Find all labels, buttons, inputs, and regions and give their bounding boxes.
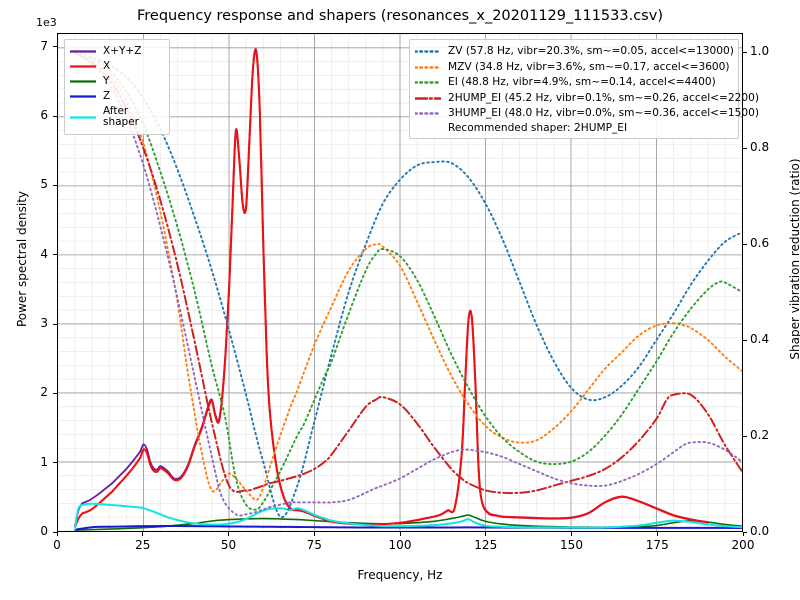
tick-mark — [53, 462, 57, 464]
y-tick-left: 2 — [40, 385, 48, 400]
y-tick-left: 4 — [40, 246, 48, 261]
y-tick-left: 6 — [40, 108, 48, 123]
series-ei — [74, 52, 742, 511]
x-tick: 75 — [306, 538, 322, 552]
legend-item-2hump-ei[interactable]: 2HUMP_EI (45.2 Hz, vibr=0.1%, sm~=0.26, … — [415, 91, 759, 107]
legend-item-label: ZV (57.8 Hz, vibr=20.3%, sm~=0.05, accel… — [448, 45, 734, 58]
series-3hump-ei — [74, 52, 742, 517]
legend-item-3hump-ei[interactable]: 3HUMP_EI (48.0 Hz, vibr=0.0%, sm~=0.36, … — [415, 106, 759, 122]
x-tick: 0 — [53, 538, 61, 552]
legend-line-sample-icon — [415, 77, 441, 88]
legend-item-z[interactable]: Z — [70, 89, 163, 104]
tick-mark — [743, 51, 747, 53]
legend-line-sample-icon — [70, 46, 96, 57]
tick-mark — [656, 532, 658, 536]
legend-item-label: After shaper — [103, 104, 140, 128]
y-tick-left: 0 — [40, 524, 48, 538]
y-tick-left: 3 — [40, 316, 48, 331]
tick-mark — [743, 435, 747, 437]
y-tick-left: 7 — [40, 38, 48, 53]
legend-line-sample-icon — [70, 112, 96, 123]
tick-mark — [53, 531, 57, 533]
legend-line-sample-icon — [70, 91, 96, 102]
x-tick: 175 — [645, 538, 669, 552]
legend-item-x-y-z[interactable]: X+Y+Z — [70, 44, 163, 59]
x-tick: 100 — [388, 538, 412, 552]
legend-line-sample-icon — [415, 108, 441, 119]
legend-line-sample-icon — [415, 62, 441, 73]
tick-mark — [743, 147, 747, 149]
y-tick-right: 0.0 — [750, 524, 770, 538]
y-tick-left: 1 — [40, 454, 48, 469]
tick-mark — [743, 243, 747, 245]
tick-mark — [53, 323, 57, 325]
tick-mark — [743, 531, 747, 533]
legend-line-sample-icon — [70, 76, 96, 87]
tick-mark — [53, 46, 57, 48]
legend-item-label: 2HUMP_EI (45.2 Hz, vibr=0.1%, sm~=0.26, … — [448, 91, 759, 104]
tick-mark — [53, 392, 57, 394]
legend-item-ei[interactable]: EI (48.8 Hz, vibr=4.9%, sm~=0.14, accel<… — [415, 75, 732, 91]
legend-item-x[interactable]: X — [70, 59, 163, 74]
series-2hump-ei — [74, 52, 742, 495]
legend-shapers-rows: ZV (57.8 Hz, vibr=20.3%, sm~=0.05, accel… — [415, 44, 759, 122]
y-tick-right: 0.4 — [750, 332, 770, 347]
tick-mark — [571, 532, 572, 536]
tick-mark — [53, 115, 57, 117]
page-title: Frequency response and shapers (resonanc… — [137, 8, 663, 24]
tick-mark — [56, 532, 58, 536]
x-tick: 200 — [731, 538, 755, 552]
legend-item-label: 3HUMP_EI (48.0 Hz, vibr=0.0%, sm~=0.36, … — [448, 107, 759, 120]
legend-item-label: EI (48.8 Hz, vibr=4.9%, sm~=0.14, accel<… — [448, 76, 716, 89]
y-tick-right: 0.2 — [750, 428, 770, 443]
x-tick: 150 — [560, 538, 583, 552]
legend-item-label: Z — [103, 90, 111, 102]
y-tick-left: 5 — [40, 177, 48, 192]
y-tick-right: 0.8 — [750, 140, 770, 155]
data-series-layer — [74, 48, 742, 531]
tick-mark — [742, 532, 744, 536]
tick-mark — [53, 254, 57, 256]
x-tick: 50 — [220, 538, 237, 552]
tick-mark — [743, 339, 747, 341]
legend-item-y[interactable]: Y — [70, 74, 163, 89]
tick-mark — [142, 532, 144, 536]
series-zv — [74, 52, 742, 519]
tick-mark — [399, 532, 401, 536]
legend-item-label: Y — [103, 75, 110, 87]
x-tick: 125 — [474, 538, 498, 552]
tick-mark — [228, 532, 229, 536]
recommended-shaper-note: Recommended shaper: 2HUMP_EI — [448, 121, 628, 134]
tick-mark — [53, 184, 57, 186]
x-axis-label: Frequency, Hz — [357, 568, 443, 582]
legend-line-sample-icon — [415, 93, 441, 104]
legend-item-after-shaper[interactable]: After shaper — [70, 104, 163, 130]
series-mzv — [74, 52, 742, 501]
legend-line-sample-icon — [415, 46, 441, 57]
legend-item-label: X — [103, 60, 111, 72]
y-tick-right: 0.6 — [750, 236, 770, 251]
x-tick: 25 — [135, 538, 151, 552]
legend-line-sample-icon — [70, 61, 96, 72]
legend-item-label: MZV (34.8 Hz, vibr=3.6%, sm~=0.17, accel… — [448, 60, 730, 73]
legend-item-zv[interactable]: ZV (57.8 Hz, vibr=20.3%, sm~=0.05, accel… — [415, 44, 734, 60]
series-after-shaper — [74, 502, 742, 531]
plot-area — [57, 33, 743, 532]
tick-mark — [485, 532, 487, 536]
tick-mark — [313, 532, 315, 536]
y-axis-exponent-label: 1e3 — [36, 16, 57, 29]
series-x — [74, 48, 709, 528]
legend-shapers[interactable]: ZV (57.8 Hz, vibr=20.3%, sm~=0.05, accel… — [409, 39, 759, 139]
y-tick-right: 1.0 — [750, 44, 770, 59]
legend-item-mzv[interactable]: MZV (34.8 Hz, vibr=3.6%, sm~=0.17, accel… — [415, 60, 732, 76]
legend-axes[interactable]: X+Y+Z X Y Z After shaper — [64, 39, 170, 135]
legend-item-label: X+Y+Z — [103, 45, 142, 57]
